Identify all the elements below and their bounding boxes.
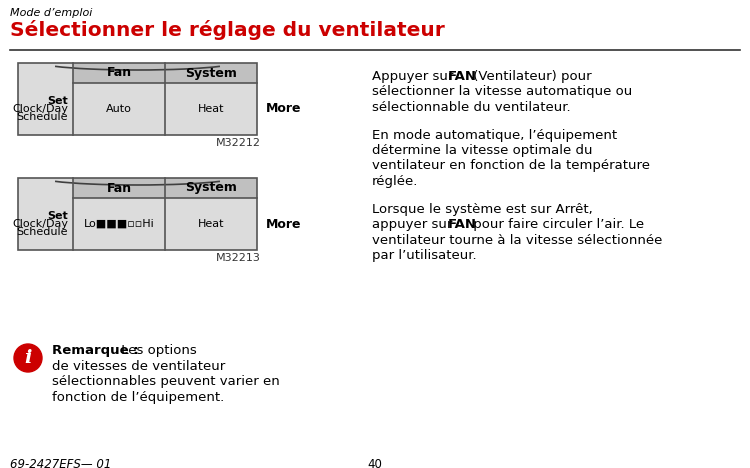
Text: sélectionnable du ventilateur.: sélectionnable du ventilateur. (372, 101, 571, 114)
Bar (18, 63, 257, 135)
Text: détermine la vitesse optimale du: détermine la vitesse optimale du (372, 144, 592, 157)
Text: ventilateur en fonction de la température: ventilateur en fonction de la températur… (372, 160, 650, 173)
Text: Lo■■■▫▫Hi: Lo■■■▫▫Hi (84, 219, 154, 229)
Text: Fan: Fan (106, 182, 131, 195)
Bar (73, 178, 257, 198)
Text: sélectionnables peuvent varier en: sélectionnables peuvent varier en (52, 375, 280, 388)
Text: Schedule: Schedule (16, 227, 68, 237)
Text: FAN: FAN (448, 218, 477, 231)
Text: M32212: M32212 (216, 138, 261, 148)
Text: Schedule: Schedule (16, 112, 68, 122)
Text: Les options: Les options (117, 344, 196, 357)
Text: M32213: M32213 (216, 253, 261, 263)
Text: fonction de l’équipement.: fonction de l’équipement. (52, 390, 224, 403)
Text: Sélectionner le réglage du ventilateur: Sélectionner le réglage du ventilateur (10, 20, 445, 40)
Text: Remarque :: Remarque : (52, 344, 139, 357)
Text: de vitesses de ventilateur: de vitesses de ventilateur (52, 359, 225, 373)
Text: FAN: FAN (448, 70, 477, 83)
Text: par l’utilisateur.: par l’utilisateur. (372, 249, 477, 262)
Text: Set: Set (47, 211, 68, 221)
Bar (73, 63, 257, 83)
Text: pour faire circuler l’air. Le: pour faire circuler l’air. Le (469, 218, 644, 231)
Text: Mode d’emploi: Mode d’emploi (10, 8, 92, 18)
Text: System: System (185, 66, 237, 80)
Text: More: More (266, 102, 302, 116)
Text: Heat: Heat (198, 104, 224, 114)
Text: En mode automatique, l’équipement: En mode automatique, l’équipement (372, 129, 617, 141)
Text: sélectionner la vitesse automatique ou: sélectionner la vitesse automatique ou (372, 86, 632, 98)
Text: Clock/Day: Clock/Day (12, 219, 68, 229)
Text: i: i (24, 349, 32, 367)
Text: ventilateur tourne à la vitesse sélectionnée: ventilateur tourne à la vitesse sélectio… (372, 234, 662, 247)
Bar (18, 178, 257, 250)
Circle shape (14, 344, 42, 372)
Text: Auto: Auto (106, 104, 132, 114)
Text: More: More (266, 218, 302, 231)
Text: System: System (185, 182, 237, 195)
Text: Clock/Day: Clock/Day (12, 104, 68, 114)
Bar (18, 63, 257, 135)
Text: réglée.: réglée. (372, 175, 419, 188)
Text: Fan: Fan (106, 66, 131, 80)
Text: Appuyer sur: Appuyer sur (372, 70, 458, 83)
Text: Set: Set (47, 96, 68, 106)
Bar (18, 178, 257, 250)
Text: (Ventilateur) pour: (Ventilateur) pour (469, 70, 592, 83)
Text: 69-2427EFS— 01: 69-2427EFS— 01 (10, 458, 111, 468)
Text: Lorsque le système est sur Arrêt,: Lorsque le système est sur Arrêt, (372, 203, 592, 215)
Text: appuyer sur: appuyer sur (372, 218, 457, 231)
Text: 40: 40 (368, 458, 382, 468)
Text: Heat: Heat (198, 219, 224, 229)
